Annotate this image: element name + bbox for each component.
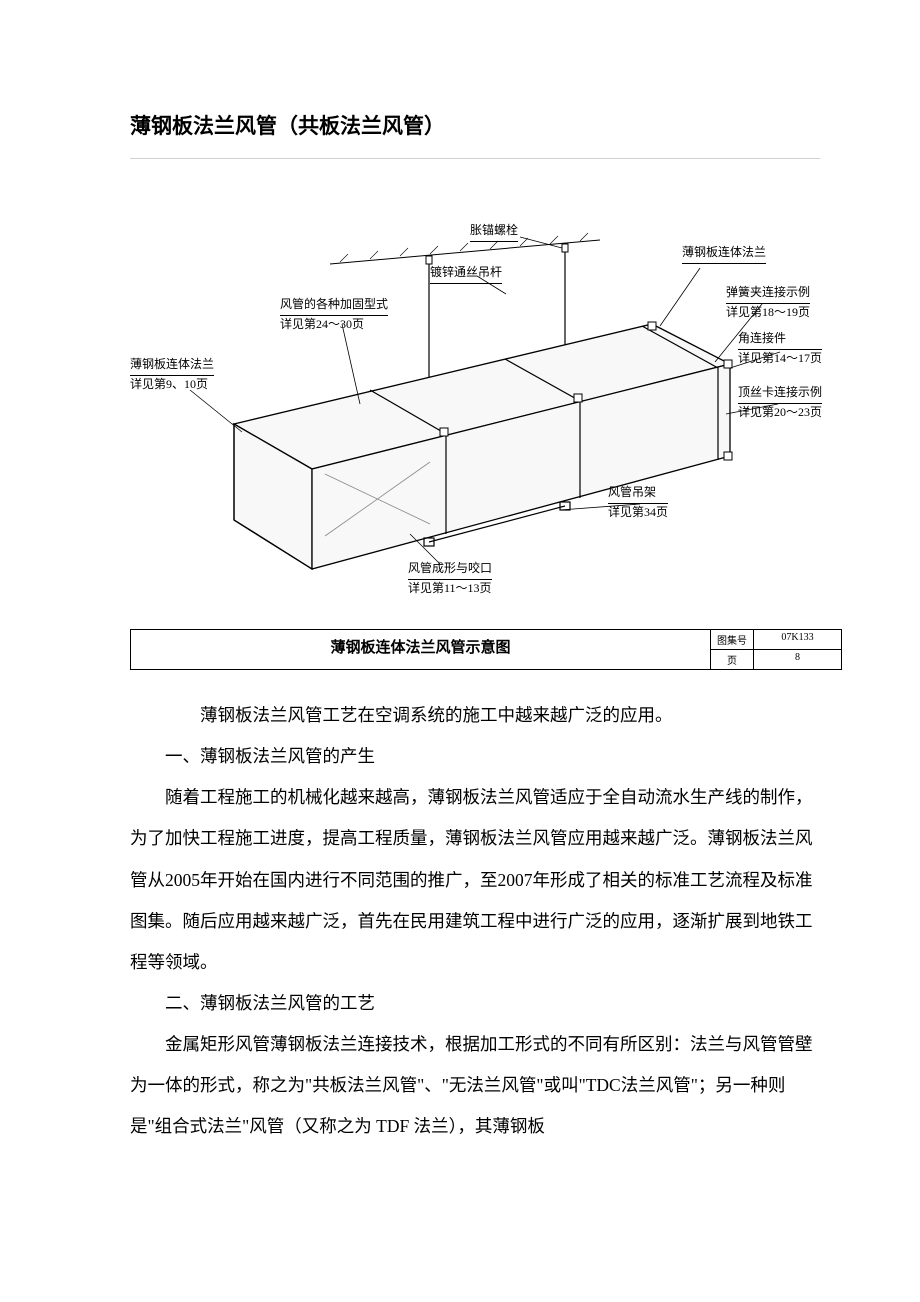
callout-left-flange: 薄钢板连体法兰 详见第9、10页: [130, 356, 214, 393]
caption-title: 薄钢板连体法兰风管示意图: [131, 630, 711, 669]
callout-rod: 镀锌通丝吊杆: [430, 264, 502, 284]
callout-seam: 风管成形与咬口 详见第11～13页: [408, 560, 492, 597]
callout-top-screw: 顶丝卡连接示例 详见第20～23页: [738, 384, 822, 421]
callout-hanger: 风管吊架 详见第34页: [608, 484, 668, 521]
document-page: 薄钢板法兰风管（共板法兰风管）: [0, 0, 920, 1207]
page-title: 薄钢板法兰风管（共板法兰风管）: [130, 110, 820, 140]
body-text: 薄钢板法兰风管工艺在空调系统的施工中越来越广泛的应用。 一、薄钢板法兰风管的产生…: [130, 695, 820, 1147]
callout-bolt: 胀锚螺栓: [470, 222, 518, 242]
caption-code-label: 图集号: [711, 630, 754, 649]
section-2-paragraph: 金属矩形风管薄钢板法兰连接技术，根据加工形式的不同有所区别：法兰与风管管壁为一体…: [130, 1024, 820, 1147]
callout-right-flange: 薄钢板连体法兰: [682, 244, 766, 264]
duct-diagram: 薄钢板连体法兰 详见第9、10页 风管的各种加固型式 详见第24～30页 镀锌通…: [130, 204, 830, 599]
callout-spring-clip: 弹簧夹连接示例 详见第18～19页: [726, 284, 810, 321]
title-divider: [130, 158, 820, 159]
caption-page-value: 8: [754, 650, 841, 669]
caption-page-label: 页: [711, 650, 754, 669]
section-1-heading: 一、薄钢板法兰风管的产生: [130, 736, 820, 777]
caption-code-value: 07K133: [754, 630, 841, 649]
callout-reinforce: 风管的各种加固型式 详见第24～30页: [280, 296, 388, 333]
diagram-caption: 薄钢板连体法兰风管示意图 图集号 07K133 页 8: [130, 629, 842, 670]
section-2-heading: 二、薄钢板法兰风管的工艺: [130, 983, 820, 1024]
section-1-paragraph: 随着工程施工的机械化越来越高，薄钢板法兰风管适应于全自动流水生产线的制作，为了加…: [130, 777, 820, 983]
callout-corner: 角连接件 详见第14～17页: [738, 330, 822, 367]
intro-paragraph: 薄钢板法兰风管工艺在空调系统的施工中越来越广泛的应用。: [130, 695, 820, 736]
